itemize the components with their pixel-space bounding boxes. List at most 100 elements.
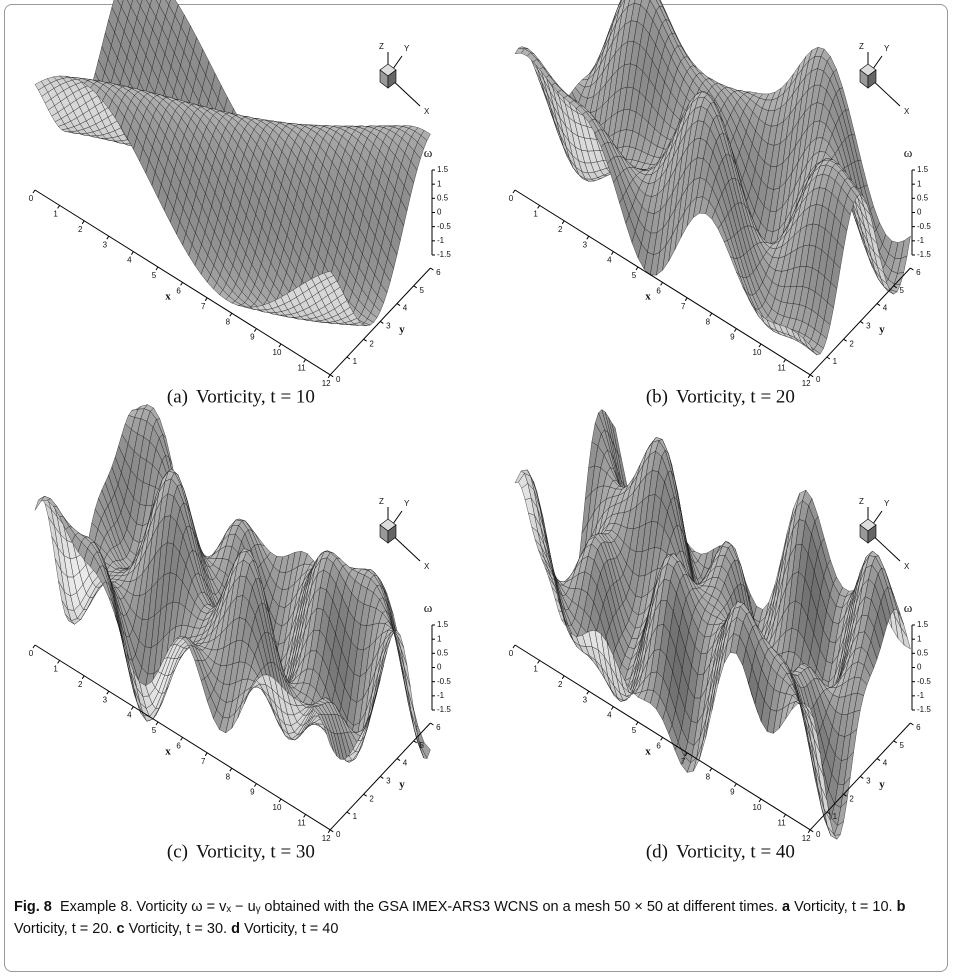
- y-tick-label: 6: [436, 268, 441, 277]
- y-tick: [414, 286, 417, 288]
- y-tick: [397, 304, 400, 306]
- z-tick-label: -1: [437, 236, 445, 245]
- figure: 012345678910111201234561.510.50-0.5-1-1.…: [0, 0, 954, 890]
- x-tick-label: 4: [127, 711, 132, 720]
- z-tick-label: -1: [917, 236, 925, 245]
- z-tick-label: -0.5: [437, 677, 451, 686]
- y-tick-label: 1: [833, 357, 838, 366]
- y-tick: [910, 268, 913, 270]
- x-tick-label: 6: [656, 287, 661, 296]
- y-tick-label: 6: [916, 268, 921, 277]
- x-tick: [636, 267, 638, 270]
- x-tick-label: 10: [273, 803, 282, 812]
- x-tick: [156, 267, 158, 270]
- z-tick-label: -1.5: [917, 250, 931, 259]
- y-tick-label: 3: [386, 777, 391, 786]
- y-tick: [810, 375, 813, 377]
- z-tick-label: -0.5: [917, 222, 931, 231]
- x-tick-label: 9: [250, 788, 255, 797]
- x-tick-label: 3: [583, 240, 588, 249]
- x-tick-label: 3: [103, 695, 108, 704]
- x-tick-label: 10: [753, 348, 762, 357]
- x-tick: [685, 298, 687, 301]
- triad-label: X: [904, 107, 910, 116]
- x-tick-label: 12: [322, 379, 331, 388]
- z-tick-label: 1.5: [437, 620, 449, 629]
- y-tick-label: 0: [816, 375, 821, 384]
- surface: [515, 0, 910, 355]
- y-tick: [844, 339, 847, 341]
- x-tick-label: 7: [201, 302, 206, 311]
- triad-label: X: [424, 562, 430, 571]
- x-tick: [538, 205, 540, 208]
- orientation-triad: Z Y X: [859, 42, 910, 116]
- y-tick: [330, 375, 333, 377]
- x-tick: [279, 799, 281, 802]
- x-tick: [82, 676, 84, 679]
- y-tick: [347, 357, 350, 359]
- y-tick-label: 2: [369, 794, 374, 803]
- z-tick-label: 1: [437, 634, 442, 643]
- z-axis-label: ω: [904, 145, 913, 160]
- x-tick: [710, 313, 712, 316]
- x-axis-label: x: [165, 746, 171, 758]
- y-tick: [414, 741, 417, 743]
- subcaption-label: (a): [167, 386, 188, 407]
- panel: 012345678910111201234561.510.50-0.5-1-1.…: [29, 0, 452, 407]
- x-tick-label: 5: [152, 271, 157, 280]
- y-tick: [347, 812, 350, 814]
- x-tick-label: 1: [533, 210, 538, 219]
- triad-label: Y: [884, 44, 890, 53]
- subcaption-label: (c): [167, 841, 188, 862]
- x-tick-label: 0: [29, 194, 34, 203]
- x-tick-label: 3: [103, 240, 108, 249]
- y-axis-label: y: [399, 779, 405, 791]
- x-tick-label: 12: [802, 379, 811, 388]
- x-tick: [33, 645, 35, 648]
- y-tick-label: 2: [369, 339, 374, 348]
- subcaption-label: (b): [646, 386, 668, 407]
- z-axis-label: ω: [424, 145, 433, 160]
- x-tick: [562, 221, 564, 224]
- x-tick-label: 11: [777, 364, 786, 373]
- x-tick: [734, 329, 736, 332]
- triad-label: Y: [404, 499, 410, 508]
- z-tick-label: 0.5: [917, 193, 929, 202]
- panel: 012345678910111201234561.510.50-0.5-1-1.…: [509, 0, 932, 407]
- y-tick-label: 0: [336, 830, 341, 839]
- x-tick: [784, 359, 786, 362]
- y-tick-label: 5: [899, 286, 904, 295]
- y-tick-label: 1: [353, 812, 358, 821]
- triad-label: Z: [379, 42, 384, 51]
- x-tick-label: 2: [78, 680, 83, 689]
- x-tick-label: 9: [730, 333, 735, 342]
- y-tick: [397, 759, 400, 761]
- surface: [35, 405, 430, 763]
- x-tick: [808, 375, 810, 378]
- z-tick-label: 0: [917, 208, 922, 217]
- x-tick: [156, 722, 158, 725]
- y-axis-label: y: [879, 324, 885, 336]
- x-tick-label: 10: [273, 348, 282, 357]
- z-tick-label: -1.5: [437, 705, 451, 714]
- y-tick: [877, 304, 880, 306]
- triad-label: Z: [859, 42, 864, 51]
- panel: 012345678910111201234561.510.50-0.5-1-1.…: [509, 410, 932, 863]
- x-tick: [254, 329, 256, 332]
- z-tick-label: -0.5: [437, 222, 451, 231]
- x-tick: [107, 691, 109, 694]
- x-tick: [58, 660, 60, 663]
- x-tick: [513, 190, 515, 193]
- x-tick: [759, 344, 761, 347]
- x-axis-label: x: [645, 291, 651, 303]
- x-tick-label: 8: [706, 317, 711, 326]
- x-tick: [304, 814, 306, 817]
- x-tick: [82, 221, 84, 224]
- x-tick-label: 1: [53, 665, 58, 674]
- z-tick-label: -1: [437, 691, 445, 700]
- x-tick: [131, 252, 133, 255]
- subcaption-text: Vorticity, t = 20: [676, 386, 795, 407]
- y-tick-label: 1: [353, 357, 358, 366]
- subcaption-text: Vorticity, t = 30: [196, 841, 315, 862]
- z-tick-label: 1.5: [917, 165, 929, 174]
